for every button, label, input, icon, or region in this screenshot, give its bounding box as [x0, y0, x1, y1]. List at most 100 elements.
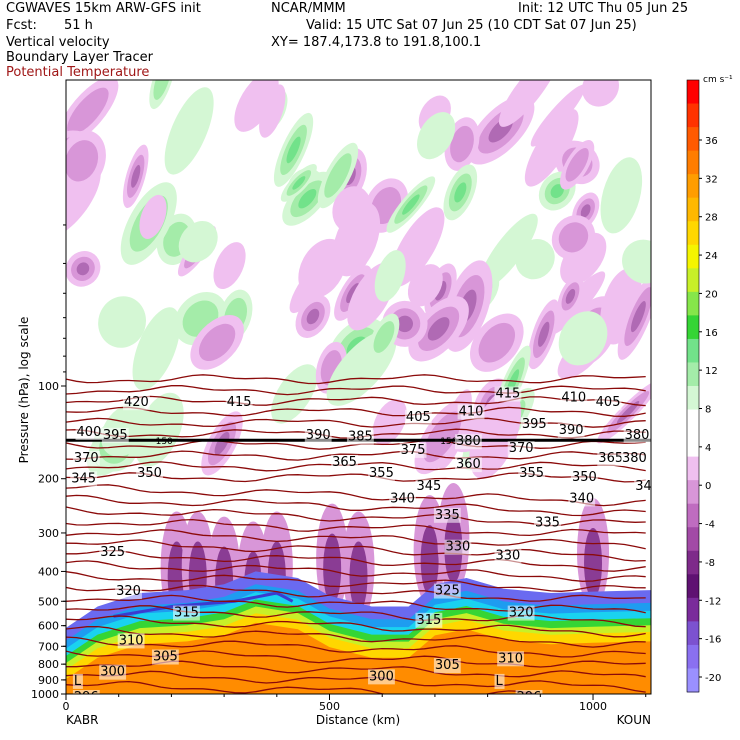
theta-label: 400 [77, 425, 102, 440]
velocity-cell [551, 215, 596, 260]
colorbar-swatch [687, 527, 699, 552]
theta-label-bg [515, 689, 543, 694]
velocity-cell [424, 263, 457, 318]
colorbar-units: cm s⁻¹ [703, 75, 733, 85]
colorbar-frame [686, 79, 700, 693]
velocity-cell [66, 80, 119, 146]
velocity-cell [213, 242, 246, 290]
velocity-cell [560, 140, 595, 190]
theta-label-bg [433, 658, 461, 674]
theta-contour [66, 395, 646, 407]
theta-label: 385 [348, 430, 373, 445]
theta-label-bg [415, 479, 443, 495]
theta-contour [66, 670, 646, 693]
theta-label: 296 [74, 690, 99, 705]
forecast-label: Fcst: [6, 18, 37, 33]
theta-label-bg [115, 584, 142, 600]
theta-label-bg [494, 673, 505, 689]
field-boundary-layer-tracer: Boundary Layer Tracer [6, 50, 153, 65]
theta-label: 380 [456, 434, 481, 449]
y-tick-label: 300 [38, 527, 59, 540]
theta-label: 305 [435, 658, 460, 673]
forecast-hour: 51 h [64, 18, 93, 33]
velocity-cell [524, 109, 579, 187]
theta-label: 415 [496, 387, 521, 402]
velocity-cell [98, 296, 146, 348]
theta-label-bg [70, 471, 98, 487]
theta-label: 350 [137, 466, 162, 481]
colorbar-swatch [687, 221, 699, 246]
colorbar-label: 8 [705, 405, 711, 416]
cross-section-endpoints: XY= 187.4,173.8 to 191.8,100.1 [271, 35, 482, 50]
theta-contour [66, 571, 646, 592]
theta-label-bg [99, 664, 127, 680]
velocity-cell [515, 238, 555, 280]
theta-label-bg [457, 404, 485, 420]
velocity-cell [557, 275, 584, 318]
colorbar-label: 36 [705, 136, 718, 147]
velocity-cell [190, 315, 244, 370]
colorbar-swatch [687, 668, 699, 693]
colorbar-label: 20 [705, 289, 718, 300]
theta-contour [66, 406, 646, 417]
colorbar-label: 32 [705, 174, 718, 185]
velocity-cell [414, 399, 471, 475]
theta-label: 415 [227, 395, 252, 410]
theta-contour [66, 560, 646, 582]
theta-label-bg [173, 605, 200, 621]
theta-label: 315 [174, 606, 199, 621]
theta-label-bg [621, 450, 648, 466]
theta-label: 310 [498, 651, 523, 666]
theta-label-bg [72, 673, 83, 689]
velocity-cell [66, 130, 106, 192]
theta-contour [66, 417, 646, 428]
theta-label-bg [404, 409, 432, 425]
theta-label: 390 [306, 428, 331, 443]
velocity-cell [600, 157, 643, 234]
theta-label-bg [557, 423, 585, 439]
velocity-cell [498, 80, 560, 127]
boundary-layer-tracer-field [66, 571, 651, 694]
theta-label: 370 [74, 451, 99, 466]
theta-contour [66, 529, 646, 550]
colorbar-label: -16 [705, 635, 721, 646]
colorbar-swatch [687, 597, 699, 622]
colorbar-label: 12 [705, 366, 718, 377]
plot-frame [65, 79, 652, 695]
colorbar-swatch [687, 150, 699, 175]
theta-label: 325 [100, 545, 125, 560]
velocity-cell [178, 221, 218, 263]
field-potential-temperature: Potential Temperature [6, 65, 150, 80]
velocity-cell [530, 84, 586, 147]
theta-label-bg [634, 479, 651, 495]
colorbar-label: 0 [705, 481, 711, 492]
theta-label: 320 [509, 606, 534, 621]
theta-label-bg [75, 425, 103, 441]
theta-contour [66, 584, 646, 602]
colorbar-swatch [687, 174, 699, 199]
velocity-cell [66, 250, 101, 287]
theta-label: 296 [517, 690, 542, 705]
theta-label: 305 [153, 650, 178, 665]
theta-label-bg [72, 689, 100, 694]
theta-label-bg [594, 395, 622, 411]
theta-label-bg [72, 450, 100, 466]
velocity-cell [132, 307, 181, 391]
theta-label: 365 [332, 455, 357, 470]
theta-contour [66, 494, 646, 517]
theta-label: 380 [625, 428, 650, 443]
theta-contour [66, 605, 646, 628]
velocity-cell [374, 250, 406, 302]
colorbar-label: 4 [705, 443, 711, 454]
velocity-cell [469, 313, 524, 372]
theta-label-bg [122, 395, 150, 411]
theta-label: L [496, 674, 504, 689]
colorbar-swatch [687, 550, 699, 575]
velocity-cell [122, 144, 149, 209]
theta-label: 355 [369, 466, 394, 481]
theta-label: 330 [496, 548, 521, 563]
theta-contour [66, 625, 646, 648]
velocity-cell [139, 194, 167, 239]
theta-label: 315 [416, 613, 441, 628]
theta-label: 405 [406, 410, 431, 425]
